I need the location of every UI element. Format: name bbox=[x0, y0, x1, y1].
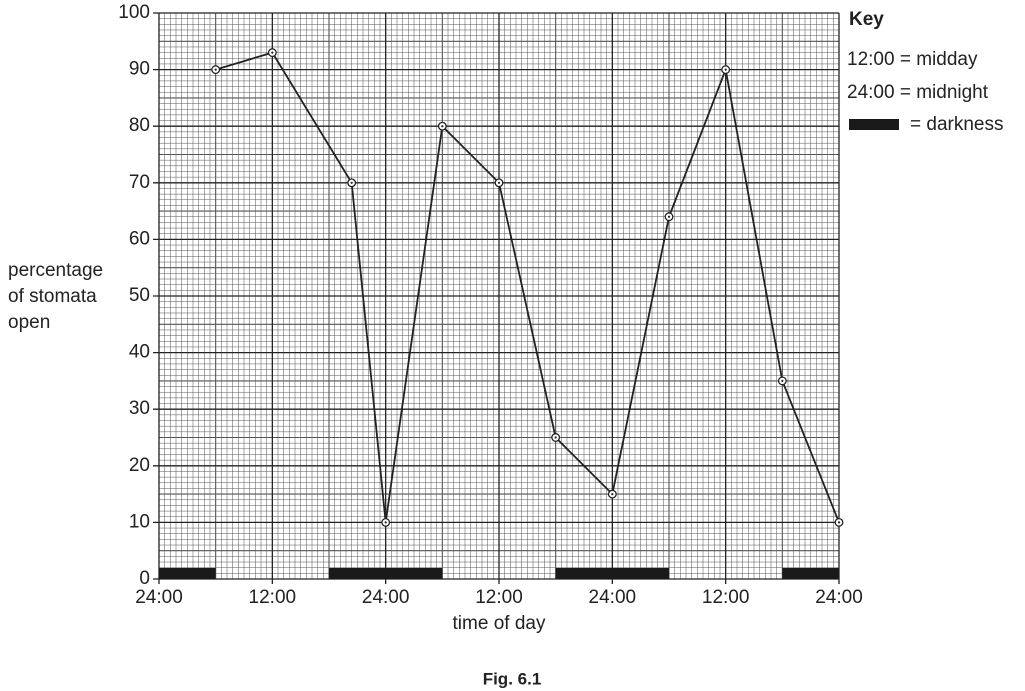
y-tick-label: 30 bbox=[129, 398, 150, 419]
key-item: = darkness bbox=[910, 114, 1003, 135]
y-tick-label: 10 bbox=[129, 511, 150, 532]
y-axis-label: open bbox=[8, 312, 50, 333]
data-point-dot bbox=[384, 521, 387, 524]
y-tick-label: 80 bbox=[129, 115, 150, 136]
data-line bbox=[215, 51, 840, 523]
x-tick-label: 24:00 bbox=[589, 587, 637, 608]
data-point-dot bbox=[837, 521, 841, 524]
data-point-dot bbox=[554, 436, 557, 439]
y-tick-label: 100 bbox=[118, 2, 150, 23]
y-tick-label: 50 bbox=[129, 285, 150, 306]
key-item: 24:00 = midnight bbox=[847, 82, 989, 103]
x-tick-label: 24:00 bbox=[135, 587, 183, 608]
x-tick-label: 12:00 bbox=[475, 587, 523, 608]
y-tick-label: 90 bbox=[129, 59, 150, 80]
x-axis-label: time of day bbox=[453, 613, 546, 634]
darkness-bar bbox=[782, 568, 839, 579]
data-point-dot bbox=[781, 379, 784, 382]
y-axis-label: percentage bbox=[8, 260, 103, 281]
data-point-dot bbox=[214, 68, 217, 71]
data-point-dot bbox=[271, 51, 274, 54]
data-point-dot bbox=[441, 125, 444, 128]
key-item: 12:00 = midday bbox=[847, 49, 978, 70]
darkness-bar bbox=[159, 568, 216, 579]
x-tick-label: 12:00 bbox=[249, 587, 297, 608]
key-swatch bbox=[849, 119, 899, 130]
data-point-dot bbox=[497, 181, 501, 184]
y-axis-label: of stomata bbox=[8, 286, 97, 307]
darkness-bar bbox=[555, 568, 669, 579]
data-point-dot bbox=[611, 493, 614, 496]
x-tick-label: 24:00 bbox=[362, 587, 410, 608]
caption: Fig. 6.1 bbox=[483, 669, 542, 688]
y-tick-label: 40 bbox=[129, 342, 150, 363]
y-tick-label: 60 bbox=[129, 228, 150, 249]
data-point-dot bbox=[724, 68, 727, 71]
y-tick-label: 0 bbox=[139, 568, 150, 589]
data-point-dot bbox=[350, 181, 353, 184]
darkness-bar bbox=[329, 568, 443, 579]
x-tick-label: 24:00 bbox=[815, 587, 863, 608]
y-tick-label: 20 bbox=[129, 455, 150, 476]
data-point-dot bbox=[667, 215, 671, 218]
y-tick-label: 70 bbox=[129, 172, 150, 193]
key-title: Key bbox=[849, 9, 884, 30]
x-tick-label: 12:00 bbox=[702, 587, 750, 608]
